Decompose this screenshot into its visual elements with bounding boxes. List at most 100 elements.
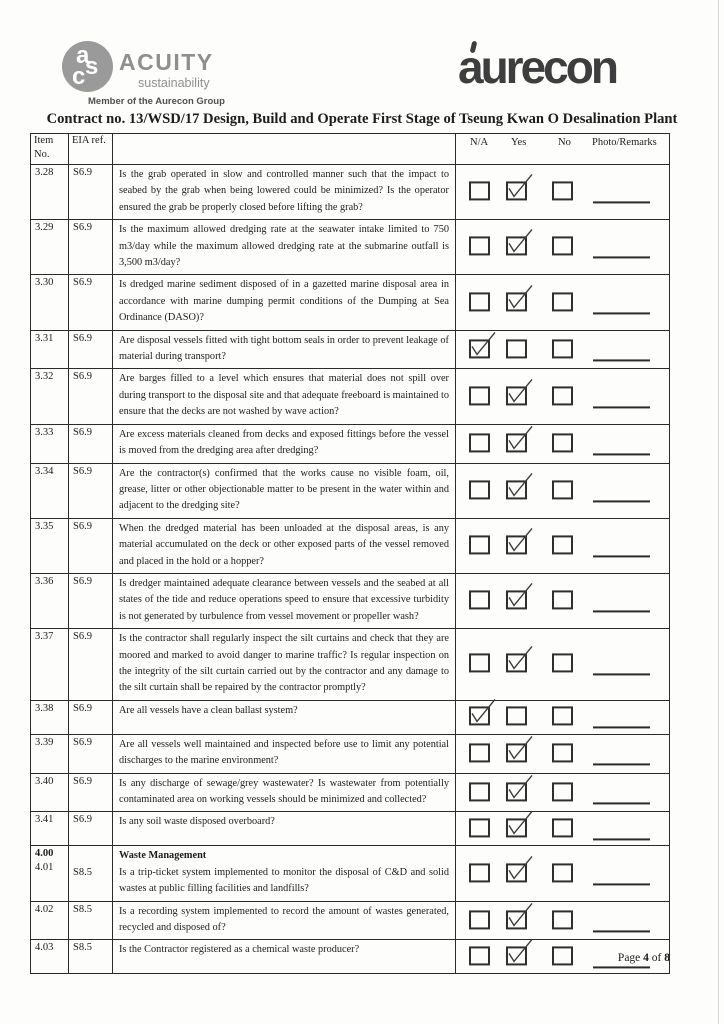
aurecon-wordmark: aurecon bbox=[458, 41, 619, 93]
answer-cell bbox=[456, 699, 669, 734]
checkbox-no[interactable] bbox=[552, 291, 573, 311]
check-mark-icon bbox=[508, 378, 533, 403]
checkbox-no[interactable] bbox=[552, 946, 573, 966]
question-text: Are all vessels well maintained and insp… bbox=[119, 738, 449, 767]
acuity-wordmark: ACUITY bbox=[119, 49, 214, 75]
checkbox-na[interactable] bbox=[469, 385, 490, 405]
monogram-letter: a bbox=[76, 42, 90, 69]
checkbox-no[interactable] bbox=[552, 236, 573, 256]
checkbox-no[interactable] bbox=[552, 653, 573, 673]
checkbox-no[interactable] bbox=[552, 181, 573, 201]
question-cell: Are disposal vessels fitted with tight b… bbox=[113, 330, 456, 369]
checkbox-no[interactable] bbox=[552, 781, 573, 801]
table-row: 3.41 S6.9 Is any soil waste disposed overb… bbox=[31, 810, 669, 846]
question-text: Are excess materials cleaned from decks … bbox=[119, 428, 449, 457]
item-no-cell: 3.36 bbox=[31, 573, 69, 629]
remarks-line bbox=[593, 237, 650, 259]
checkbox-yes[interactable] bbox=[506, 425, 533, 453]
checkbox-no[interactable] bbox=[552, 706, 573, 726]
eia-ref-cell: S6.9 bbox=[69, 700, 113, 734]
checkbox-no[interactable] bbox=[552, 480, 573, 500]
checkbox-no[interactable] bbox=[552, 909, 573, 929]
checkbox-na[interactable] bbox=[469, 291, 490, 311]
checkbox-no[interactable] bbox=[552, 818, 573, 838]
col-header-eia-ref: EIA ref. bbox=[72, 135, 106, 146]
checkbox-no[interactable] bbox=[552, 862, 573, 882]
eia-ref-cell: S6.9 bbox=[69, 812, 113, 846]
checkbox-na[interactable] bbox=[469, 433, 490, 453]
table-row: 4.02 S8.5 Is a recording system implemente… bbox=[31, 900, 669, 940]
remarks-line bbox=[593, 910, 650, 932]
checkbox-yes[interactable] bbox=[506, 938, 533, 966]
checkbox-yes[interactable] bbox=[506, 472, 533, 500]
checkbox-na[interactable] bbox=[469, 480, 490, 500]
table-row: 4.03 S8.5 Is the Contractor registered as … bbox=[31, 938, 669, 974]
answer-cell bbox=[456, 774, 669, 812]
checkbox-yes[interactable] bbox=[506, 774, 533, 801]
eia-ref-cell: S6.9 bbox=[69, 220, 113, 275]
checkbox-na[interactable] bbox=[469, 781, 490, 801]
question-text: Is any discharge of sewage/grey wastewat… bbox=[119, 777, 449, 805]
eia-ref-cell: S6.9 bbox=[69, 734, 113, 773]
question-cell: Is dredged marine sediment disposed of i… bbox=[113, 275, 456, 330]
remarks-line bbox=[593, 863, 650, 885]
checkbox-yes[interactable] bbox=[506, 527, 533, 555]
table-row: 3.31 S6.9 Are disposal vessels fitted with… bbox=[31, 329, 669, 369]
checkbox-na[interactable] bbox=[469, 590, 490, 610]
checkbox-na[interactable] bbox=[469, 653, 490, 673]
checkbox-na[interactable] bbox=[469, 909, 490, 929]
question-cell: When the dredged material has been unloa… bbox=[113, 518, 456, 573]
item-no-cell: 4.02 bbox=[31, 901, 69, 940]
checkbox-yes[interactable] bbox=[506, 810, 533, 838]
checkbox-na[interactable] bbox=[469, 236, 490, 256]
checkbox-na[interactable] bbox=[469, 946, 490, 966]
check-mark-icon bbox=[508, 425, 533, 450]
remarks-line bbox=[593, 292, 650, 314]
checkbox-no[interactable] bbox=[552, 385, 573, 405]
remarks-line bbox=[593, 386, 650, 408]
question-text: Are the contractor(s) confirmed that the… bbox=[119, 467, 449, 512]
table-row: 3.34 S6.9 Are the contractor(s) confirmed … bbox=[31, 462, 669, 518]
checkbox-na[interactable] bbox=[469, 743, 490, 763]
checkbox-yes[interactable] bbox=[506, 583, 533, 610]
remarks-line bbox=[593, 654, 650, 676]
checkbox-yes[interactable] bbox=[506, 284, 533, 311]
answer-cell bbox=[456, 425, 669, 463]
question-cell: Is any soil waste disposed overboard? bbox=[113, 812, 456, 846]
checkbox-yes[interactable] bbox=[506, 174, 533, 201]
question-text: Is dredged marine sediment disposed of i… bbox=[119, 279, 449, 324]
checkbox-na[interactable] bbox=[469, 818, 490, 838]
question-cell: Are excess materials cleaned from decks … bbox=[113, 424, 456, 463]
checkbox-no[interactable] bbox=[552, 535, 573, 555]
checkbox-no[interactable] bbox=[552, 338, 573, 358]
question-cell: Is a recording system implemented to rec… bbox=[113, 901, 456, 940]
checkbox-yes[interactable] bbox=[506, 338, 527, 358]
table-row: 3.33 S6.9 Are excess materials cleaned fro… bbox=[31, 423, 669, 463]
checkbox-no[interactable] bbox=[552, 590, 573, 610]
question-text: Are barges filled to a level which ensur… bbox=[119, 373, 449, 418]
check-mark-icon bbox=[508, 774, 533, 799]
checkbox-na[interactable] bbox=[469, 535, 490, 555]
checkbox-yes[interactable] bbox=[506, 378, 533, 405]
checklist-table: Item No. EIA ref. N/A Yes No Photo/Remar… bbox=[30, 133, 670, 975]
item-no-cell: 3.31 bbox=[31, 330, 69, 369]
checkbox-yes[interactable] bbox=[506, 855, 533, 882]
checkbox-na[interactable] bbox=[469, 181, 490, 201]
checkbox-no[interactable] bbox=[552, 743, 573, 763]
checkbox-yes[interactable] bbox=[506, 902, 533, 929]
page-current: 4 bbox=[643, 952, 649, 964]
question-cell: Is the contractor shall regularly inspec… bbox=[113, 629, 456, 700]
checkbox-yes[interactable] bbox=[506, 646, 533, 673]
checkbox-yes[interactable] bbox=[506, 706, 527, 726]
table-row: 3.36 S6.9 Is dredger maintained adequate c… bbox=[31, 572, 669, 629]
checkbox-na[interactable] bbox=[469, 862, 490, 882]
checkbox-yes[interactable] bbox=[506, 229, 533, 256]
answer-cell bbox=[456, 275, 669, 329]
checkbox-no[interactable] bbox=[552, 433, 573, 453]
check-mark-icon bbox=[471, 331, 496, 356]
item-no-cell: 4.00 4.01 bbox=[31, 846, 69, 901]
monogram-letter: s bbox=[85, 53, 99, 80]
checkbox-na[interactable] bbox=[469, 699, 496, 726]
checkbox-yes[interactable] bbox=[506, 735, 533, 763]
checkbox-na[interactable] bbox=[469, 331, 496, 358]
